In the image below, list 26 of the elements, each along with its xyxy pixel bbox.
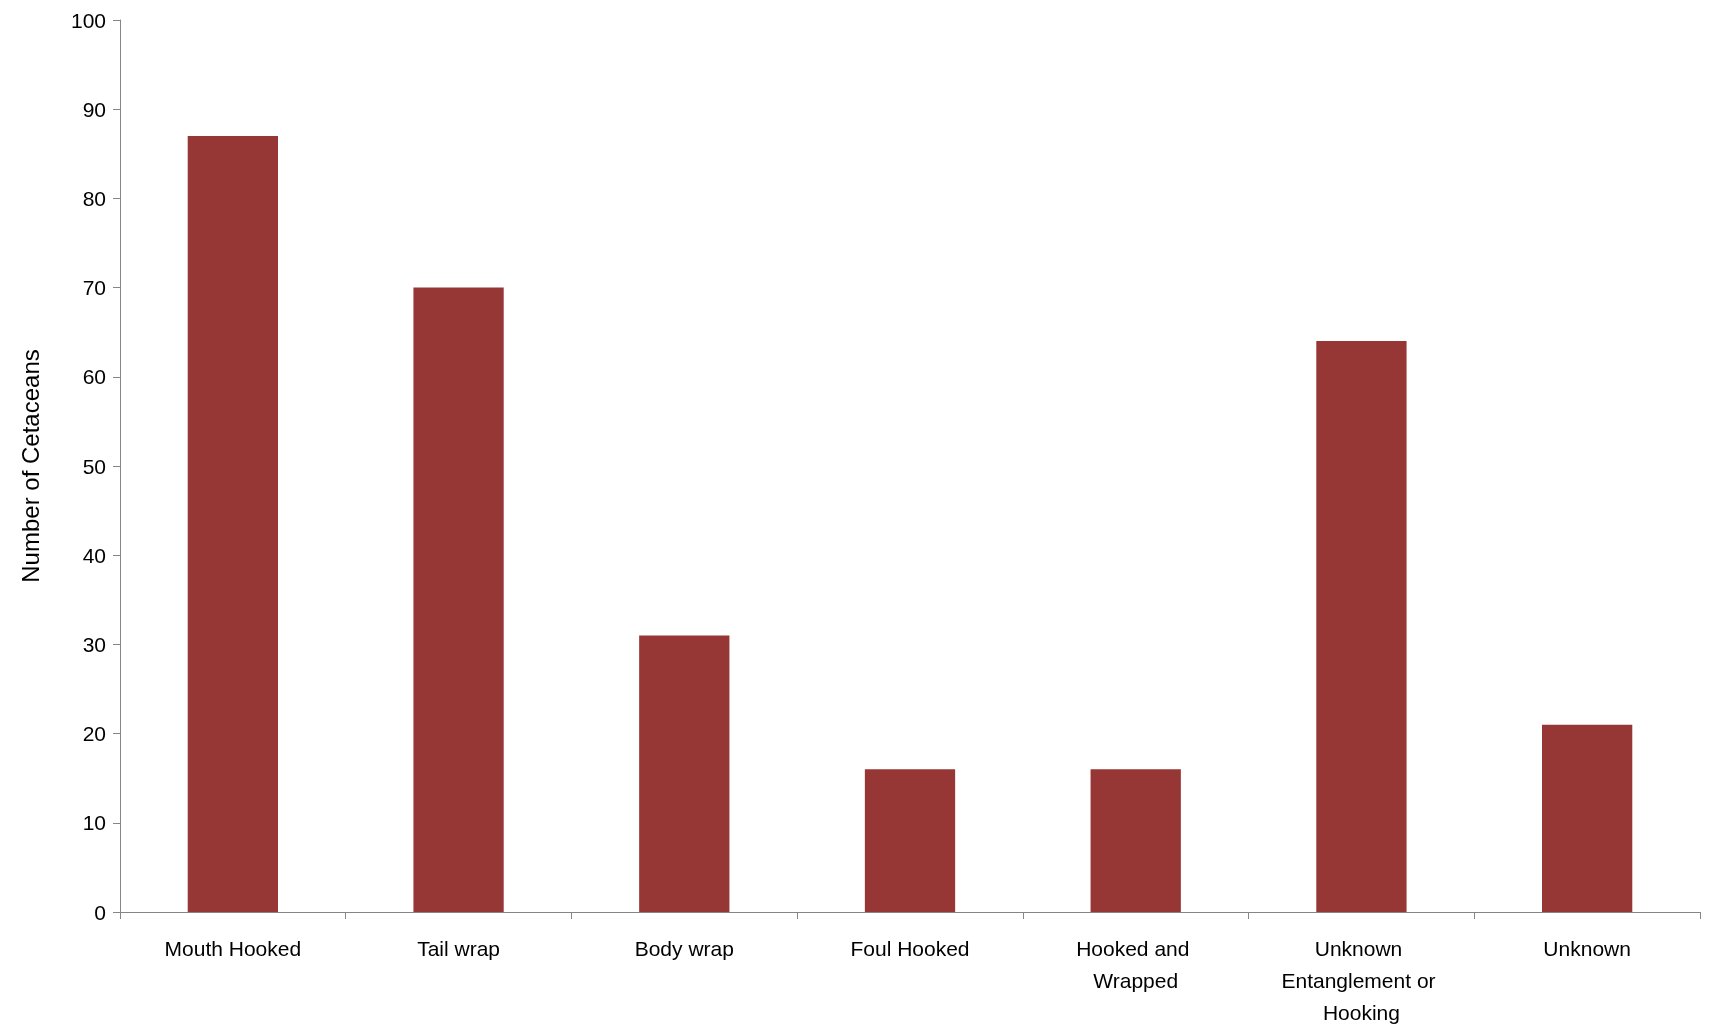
y-axis-title: Number of Cetaceans — [16, 349, 44, 583]
x-tick-label: Hooked and Wrapped — [1076, 936, 1196, 992]
x-tick-label: Foul Hooked — [850, 936, 970, 960]
bar — [864, 769, 956, 912]
y-tick-label: 80 — [82, 186, 106, 210]
y-tick-label: 10 — [82, 811, 106, 835]
x-tick-label: Unknown — [1543, 936, 1631, 960]
bar — [1542, 724, 1633, 912]
bar — [1090, 769, 1181, 912]
y-tick-label: 60 — [82, 365, 106, 389]
y-tick-label: 30 — [82, 632, 106, 656]
x-tick-label: Body wrap — [634, 936, 734, 960]
bar — [639, 635, 730, 912]
y-tick-label: 70 — [82, 276, 106, 300]
y-tick-label: 20 — [82, 722, 106, 746]
x-tick-label: Tail wrap — [417, 936, 501, 960]
bar — [187, 135, 278, 912]
y-tick-label: 0 — [94, 900, 106, 924]
bar — [1316, 341, 1407, 912]
y-tick-label: 50 — [82, 454, 106, 478]
y-tick-label: 100 — [70, 8, 106, 32]
x-tick-label: Unknown Entanglement or Hooking — [1281, 936, 1442, 1024]
x-tick-label: Mouth Hooked — [164, 936, 302, 960]
y-tick-label: 40 — [82, 543, 106, 567]
bar — [413, 287, 504, 912]
y-tick-label: 90 — [82, 97, 106, 121]
